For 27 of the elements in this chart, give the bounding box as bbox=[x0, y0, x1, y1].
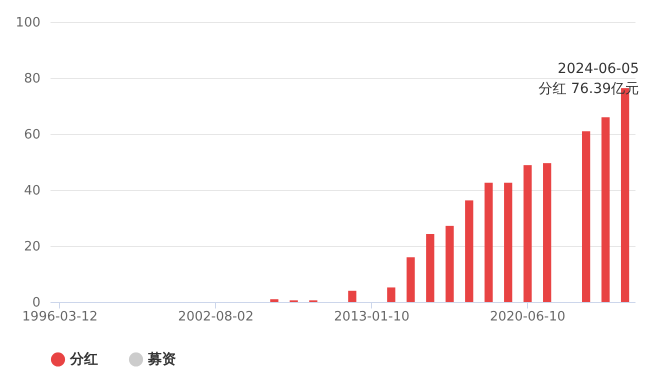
bar bbox=[543, 163, 552, 302]
bar bbox=[601, 117, 610, 302]
y-tick-label: 60 bbox=[24, 128, 40, 142]
x-tick-label: 2013-01-10 bbox=[334, 310, 410, 324]
bar bbox=[270, 299, 278, 302]
annotation: 分红 76.39亿元 bbox=[538, 81, 640, 98]
legend-label: 募资 bbox=[147, 351, 176, 368]
bar bbox=[524, 165, 532, 302]
y-tick-label: 100 bbox=[16, 16, 40, 30]
y-tick-label: 20 bbox=[24, 240, 40, 254]
bar bbox=[582, 131, 590, 302]
y-tick-label: 80 bbox=[24, 72, 40, 86]
x-tick-label: 2020-06-10 bbox=[490, 310, 566, 324]
bar bbox=[387, 287, 396, 302]
annotation: 2024-06-05 bbox=[558, 61, 640, 78]
y-tick-label: 0 bbox=[32, 296, 40, 310]
x-tick-label: 2002-08-02 bbox=[178, 310, 254, 324]
legend-label: 分红 bbox=[69, 351, 98, 368]
bar bbox=[348, 290, 356, 302]
y-tick-label: 40 bbox=[24, 184, 40, 198]
bar bbox=[446, 226, 454, 302]
x-tick-label: 1996-03-12 bbox=[22, 310, 98, 324]
bar bbox=[426, 234, 434, 302]
bar bbox=[504, 182, 512, 302]
bar bbox=[484, 182, 493, 302]
bar bbox=[406, 257, 415, 302]
bar bbox=[465, 200, 474, 302]
